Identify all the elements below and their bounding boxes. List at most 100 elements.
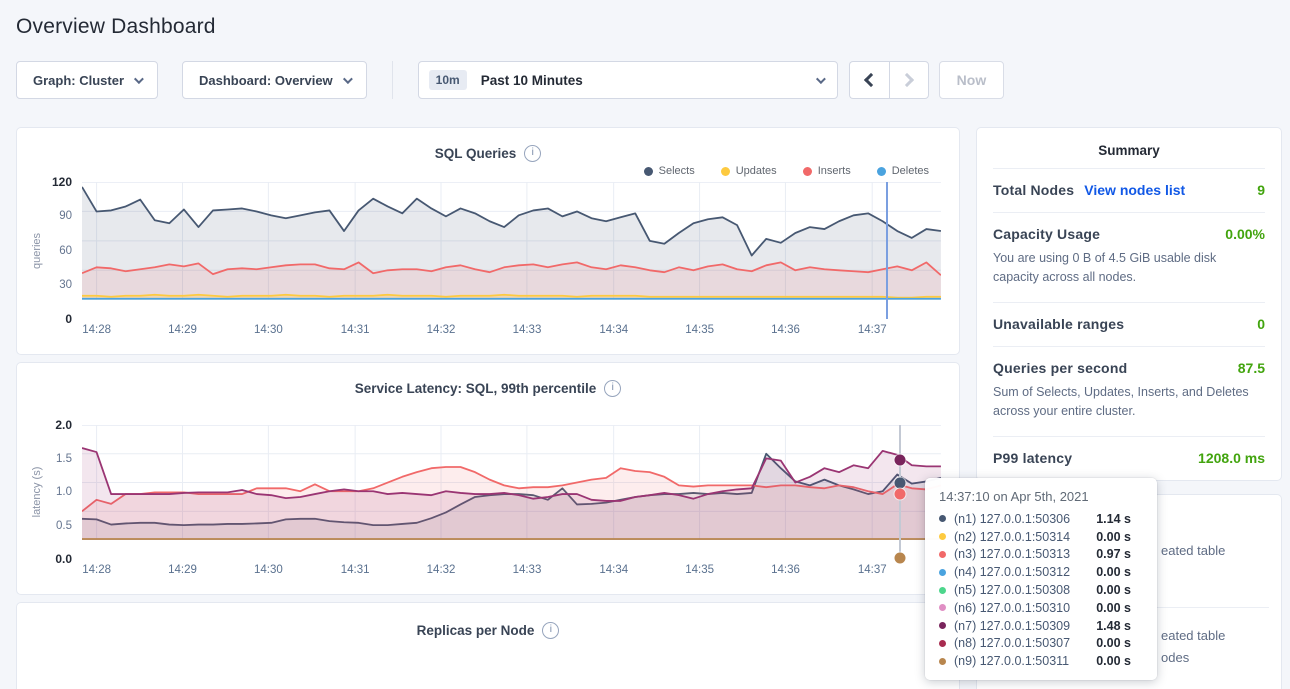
- chevron-down-icon: [815, 73, 826, 84]
- x-tick-label: 14:32: [426, 564, 456, 576]
- service-latency-plot-area[interactable]: [82, 425, 941, 564]
- graph-dropdown-label: Graph: Cluster: [33, 72, 125, 88]
- sql-queries-plot-area[interactable]: [82, 182, 941, 319]
- capacity-usage-value: 0.00%: [1225, 226, 1265, 242]
- x-tick-label: 14:30: [254, 324, 283, 336]
- tooltip-node-label: (n6) 127.0.0.1:50310: [954, 600, 1071, 615]
- x-tick-label: 14:36: [771, 324, 800, 336]
- tooltip-node-row: (n1) 127.0.0.1:50306 1.14 s: [939, 510, 1143, 528]
- summary-row-total-nodes: Total Nodes View nodes list 9: [993, 168, 1265, 212]
- summary-row-capacity: Capacity Usage 0.00% You are using 0 B o…: [993, 212, 1265, 302]
- y-tick-label: 60: [59, 244, 72, 257]
- time-prev-button[interactable]: [848, 61, 889, 99]
- y-tick-label: 30: [59, 278, 72, 291]
- unavailable-ranges-label: Unavailable ranges: [993, 315, 1125, 332]
- time-range-badge: 10m: [428, 70, 467, 90]
- info-icon[interactable]: i: [604, 379, 622, 397]
- tooltip-node-row: (n4) 127.0.0.1:50312 0.00 s: [939, 563, 1143, 581]
- view-nodes-list-link[interactable]: View nodes list: [1084, 182, 1186, 198]
- tooltip-node-row: (n5) 127.0.0.1:50308 0.00 s: [939, 581, 1143, 599]
- node-color-dot-icon: [939, 586, 946, 594]
- legend-item-updates[interactable]: Updates: [720, 164, 777, 178]
- unavailable-ranges-value: 0: [1257, 315, 1265, 332]
- dashboard-dropdown[interactable]: Dashboard: Overview: [182, 61, 367, 99]
- hover-data-point: [894, 454, 906, 466]
- graph-dropdown[interactable]: Graph: Cluster: [16, 61, 159, 99]
- qps-desc: Sum of Selects, Updates, Inserts, and De…: [993, 384, 1249, 419]
- x-axis-labels: 14:28 14:29 14:30 14:31 14:32 14:33 14:34 14:35…: [82, 322, 941, 342]
- y-axis-title: latency (s): [31, 466, 43, 518]
- event-text-fragment: eated table: [1161, 542, 1226, 558]
- chevron-left-icon: [864, 72, 879, 88]
- x-tick-label: 14:28: [82, 324, 111, 336]
- node-color-dot-icon: [939, 568, 946, 576]
- legend-label: Inserts: [817, 165, 851, 177]
- time-next-button[interactable]: [888, 61, 929, 99]
- node-color-dot-icon: [939, 639, 946, 647]
- now-button[interactable]: Now: [938, 61, 1005, 99]
- x-tick-label: 14:35: [685, 324, 714, 336]
- legend-item-selects[interactable]: Selects: [643, 164, 695, 178]
- qps-value: 87.5: [1237, 359, 1265, 376]
- capacity-usage-desc: You are using 0 B of 4.5 GiB usable disk…: [993, 251, 1217, 285]
- x-tick-label: 14:31: [340, 324, 370, 336]
- legend-dot-icon: [643, 166, 653, 176]
- x-tick-label: 14:33: [512, 324, 542, 336]
- node-color-dot-icon: [939, 604, 946, 612]
- event-text-fragment: odes: [1161, 649, 1190, 665]
- tooltip-node-label: (n8) 127.0.0.1:50307: [954, 636, 1071, 651]
- time-step-buttons: [848, 61, 929, 99]
- dashboard-dropdown-label: Dashboard: Overview: [199, 72, 333, 88]
- y-tick-label: 1.5: [56, 452, 72, 465]
- hover-data-point: [894, 552, 906, 564]
- legend-dot-icon: [876, 166, 886, 176]
- summary-title: Summary: [1098, 143, 1160, 158]
- node-color-dot-icon: [939, 657, 946, 665]
- page-title: Overview Dashboard: [16, 15, 216, 38]
- legend-item-inserts[interactable]: Inserts: [802, 164, 851, 178]
- info-icon[interactable]: i: [524, 144, 542, 162]
- legend-label: Deletes: [891, 165, 929, 177]
- legend-dot-icon: [720, 166, 730, 176]
- summary-row-qps: Queries per second 87.5 Sum of Selects, …: [993, 345, 1265, 436]
- x-tick-label: 14:34: [599, 324, 629, 336]
- p99-latency-label: P99 latency: [993, 449, 1073, 466]
- chart-hover-tooltip: 14:37:10 on Apr 5th, 2021 (n1) 127.0.0.1…: [925, 478, 1157, 681]
- x-tick-label: 14:28: [82, 564, 111, 576]
- info-icon[interactable]: i: [542, 621, 560, 639]
- replicas-per-node-chart-panel: Replicas per Node i: [16, 602, 960, 689]
- legend-dot-icon: [802, 166, 812, 176]
- y-tick-label: 2.0: [55, 418, 72, 432]
- total-nodes-value: 9: [1257, 182, 1265, 198]
- legend-label: Updates: [735, 165, 777, 177]
- x-tick-label: 14:31: [340, 564, 370, 576]
- node-color-dot-icon: [939, 550, 946, 558]
- time-range-dropdown[interactable]: 10m Past 10 Minutes: [417, 61, 838, 99]
- tooltip-node-label: (n2) 127.0.0.1:50314: [954, 529, 1071, 544]
- chart-legend: Selects Updates Inserts Deletes: [17, 164, 959, 182]
- x-tick-label: 14:33: [512, 564, 542, 576]
- summary-row-unavailable-ranges: Unavailable ranges 0: [993, 301, 1265, 346]
- x-tick-label: 14:37: [857, 564, 887, 576]
- summary-row-p99: P99 latency 1208.0 ms: [993, 435, 1265, 480]
- x-tick-label: 14:37: [857, 324, 887, 336]
- y-tick-label: 90: [59, 210, 72, 223]
- chart-title: SQL Queries: [434, 145, 517, 161]
- x-tick-label: 14:32: [426, 324, 456, 336]
- legend-item-deletes[interactable]: Deletes: [876, 164, 929, 178]
- y-tick-label: 0.0: [55, 552, 72, 566]
- x-tick-label: 14:34: [599, 564, 629, 576]
- y-tick-label: 1.0: [56, 486, 72, 498]
- x-axis-labels: 14:28 14:29 14:30 14:31 14:32 14:33 14:34 14:35…: [82, 562, 941, 582]
- chart-title: Service Latency: SQL, 99th percentile: [354, 380, 597, 396]
- chevron-down-icon: [133, 73, 144, 84]
- hover-time-line: [885, 182, 888, 319]
- tooltip-node-value: 0.00 s: [1096, 583, 1131, 598]
- tooltip-node-value: 0.97 s: [1096, 547, 1131, 562]
- node-color-dot-icon: [939, 515, 946, 523]
- controls-bar: Graph: Cluster Dashboard: Overview 10m P…: [16, 61, 1282, 99]
- sql-queries-chart-panel: SQL Queries i Selects Updates Inserts Delet…: [16, 127, 960, 355]
- legend-label: Selects: [658, 165, 695, 177]
- tooltip-node-row: (n3) 127.0.0.1:50313 0.97 s: [939, 546, 1143, 564]
